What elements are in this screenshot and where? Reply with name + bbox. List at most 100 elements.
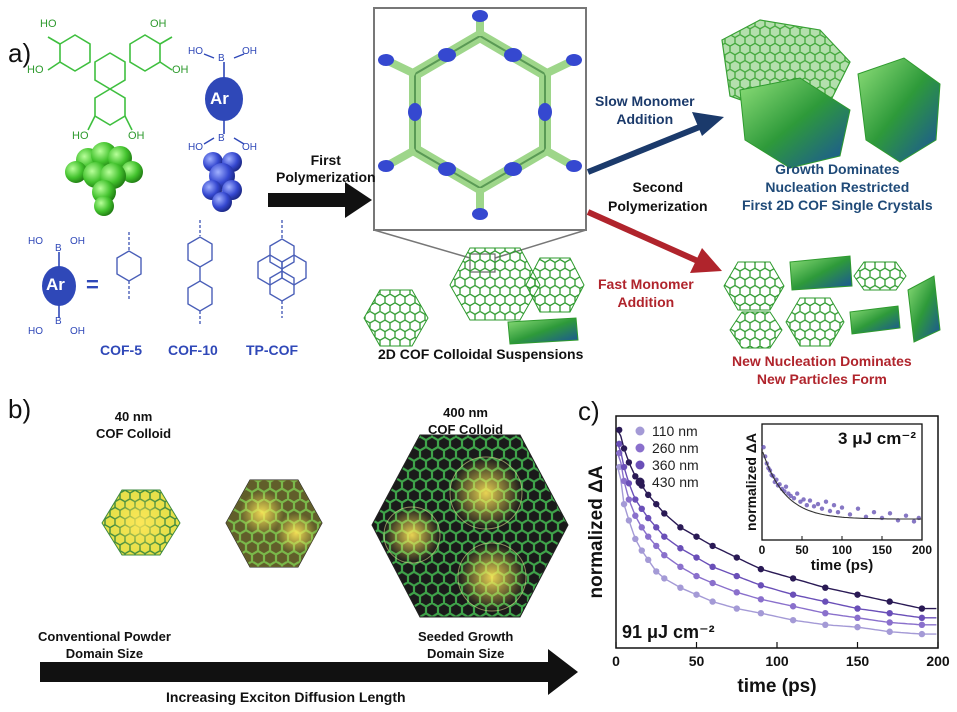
data-point bbox=[616, 440, 623, 448]
hhtp-oh-label: HO bbox=[40, 18, 57, 30]
data-point bbox=[620, 477, 628, 485]
inset-data-point bbox=[835, 509, 841, 515]
inset-fit-line bbox=[762, 451, 922, 520]
boronic-ho-label: HO bbox=[188, 142, 203, 153]
data-point bbox=[645, 533, 652, 540]
data-point bbox=[709, 598, 716, 605]
hhtp-oh-label: OH bbox=[128, 130, 145, 142]
colloid-400nm-line: COF Colloid bbox=[428, 422, 504, 437]
slow-addition-line: Addition bbox=[616, 111, 674, 127]
inset-data-point bbox=[823, 499, 829, 504]
legend-label: 260 nm bbox=[652, 440, 699, 456]
panel-b-label: b) bbox=[8, 394, 32, 424]
data-point bbox=[638, 505, 645, 512]
panel-c-label: c) bbox=[578, 396, 600, 426]
data-point bbox=[632, 496, 639, 503]
data-point bbox=[625, 517, 633, 524]
data-point bbox=[789, 603, 797, 610]
linker-tpcof bbox=[257, 220, 307, 318]
fast-result-label: New Nucleation Dominates New Particles F… bbox=[732, 352, 912, 388]
conventional-domain-line: Conventional Powder bbox=[38, 629, 171, 644]
boronic-acid-top bbox=[203, 53, 245, 145]
x-tick-label: 200 bbox=[926, 653, 950, 669]
inset-data-point bbox=[783, 484, 789, 489]
data-point bbox=[653, 542, 660, 550]
data-point bbox=[789, 616, 797, 624]
data-point bbox=[661, 533, 668, 540]
inset-data-point bbox=[811, 504, 817, 509]
panel-a-label: a) bbox=[8, 38, 32, 68]
x-tick-label: 0 bbox=[612, 653, 620, 669]
panel-b-graphics bbox=[40, 434, 578, 695]
data-point bbox=[653, 568, 660, 575]
boronic-ho-label: HO bbox=[188, 46, 203, 57]
data-point bbox=[625, 480, 633, 487]
series-fit-line bbox=[616, 466, 937, 635]
colloid-40nm-line: 40 nm bbox=[114, 409, 153, 424]
legend-ar-label: Ar bbox=[46, 275, 65, 294]
x-axis-label: time (ps) bbox=[737, 676, 816, 697]
hhtp-space-fill bbox=[65, 142, 143, 216]
conventional-domain-line: Domain Size bbox=[65, 646, 144, 661]
fast-addition-line: Fast Monomer bbox=[598, 276, 694, 292]
fast-addition-line: Addition bbox=[617, 294, 675, 310]
legend-equals: = bbox=[86, 272, 99, 297]
boronic-oh-label: OH bbox=[242, 46, 257, 57]
data-point bbox=[854, 605, 861, 612]
data-point bbox=[625, 459, 633, 466]
linker-cof10 bbox=[187, 220, 213, 326]
legend-ho-label: HO bbox=[28, 236, 43, 247]
data-point bbox=[886, 628, 893, 635]
second-polymerization-line: Polymerization bbox=[608, 198, 708, 214]
linker-cof10-label: COF-10 bbox=[168, 342, 218, 358]
data-point bbox=[661, 575, 668, 582]
inset-x-tick-label: 50 bbox=[795, 543, 809, 557]
colloid-40nm-line: COF Colloid bbox=[96, 426, 172, 441]
legend-b-label: B bbox=[55, 243, 62, 254]
data-point bbox=[638, 547, 645, 554]
inset-data-point bbox=[819, 506, 825, 511]
data-point bbox=[886, 598, 893, 605]
inset-data-point bbox=[847, 512, 853, 517]
data-point bbox=[733, 605, 740, 612]
inset-data-point bbox=[804, 503, 809, 508]
first-polymerization-arrow bbox=[268, 182, 372, 218]
data-point bbox=[693, 533, 700, 540]
hhtp-structure bbox=[47, 34, 173, 131]
hhtp-oh-label: HO bbox=[27, 64, 44, 76]
data-point bbox=[661, 510, 668, 517]
fast-addition-arrow bbox=[586, 209, 722, 273]
first-polymerization-line: First bbox=[310, 152, 341, 168]
inset-data-point bbox=[879, 515, 885, 521]
fluence-annotation: 91 μJ cm⁻² bbox=[622, 622, 715, 642]
data-point bbox=[638, 524, 645, 531]
conventional-domain-label: Conventional Powder Domain Size bbox=[38, 628, 171, 662]
slow-addition-line: Slow Monomer bbox=[595, 93, 695, 109]
data-point bbox=[645, 514, 652, 522]
data-point bbox=[822, 598, 829, 605]
data-point bbox=[757, 596, 765, 603]
data-point bbox=[757, 610, 765, 617]
data-point bbox=[620, 445, 628, 452]
boronic-b-label: B bbox=[218, 133, 225, 144]
hhtp-oh-label: OH bbox=[172, 64, 189, 76]
boronic-oh-label: OH bbox=[242, 142, 257, 153]
slow-addition-label: Slow Monomer Addition bbox=[595, 92, 695, 128]
data-point bbox=[632, 512, 639, 519]
data-point bbox=[693, 572, 700, 580]
data-point bbox=[918, 630, 926, 638]
boronic-space-fill bbox=[202, 152, 242, 212]
legend-label: 110 nm bbox=[652, 423, 698, 439]
data-point bbox=[653, 524, 660, 531]
second-polymerization-line: Second bbox=[632, 179, 684, 195]
x-tick-label: 50 bbox=[689, 653, 705, 669]
inset-data-point bbox=[795, 491, 800, 496]
inset-data-point bbox=[761, 445, 766, 450]
data-point bbox=[677, 563, 684, 570]
legend-oh-label: OH bbox=[70, 236, 85, 247]
colloid-particles bbox=[363, 247, 585, 347]
exciton-diffusion-arrow bbox=[40, 649, 578, 695]
linker-cof5-label: COF-5 bbox=[100, 342, 142, 358]
inset-fluence-annotation: 3 μJ cm⁻² bbox=[838, 429, 916, 448]
data-point bbox=[677, 524, 684, 531]
